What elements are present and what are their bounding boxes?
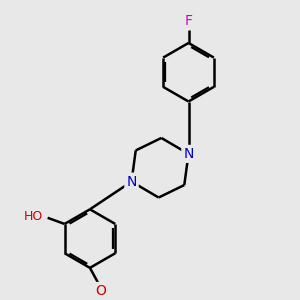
Text: N: N	[183, 147, 194, 161]
Text: HO: HO	[24, 210, 43, 223]
Text: O: O	[95, 284, 106, 298]
Text: N: N	[126, 175, 137, 189]
Text: F: F	[184, 14, 193, 28]
